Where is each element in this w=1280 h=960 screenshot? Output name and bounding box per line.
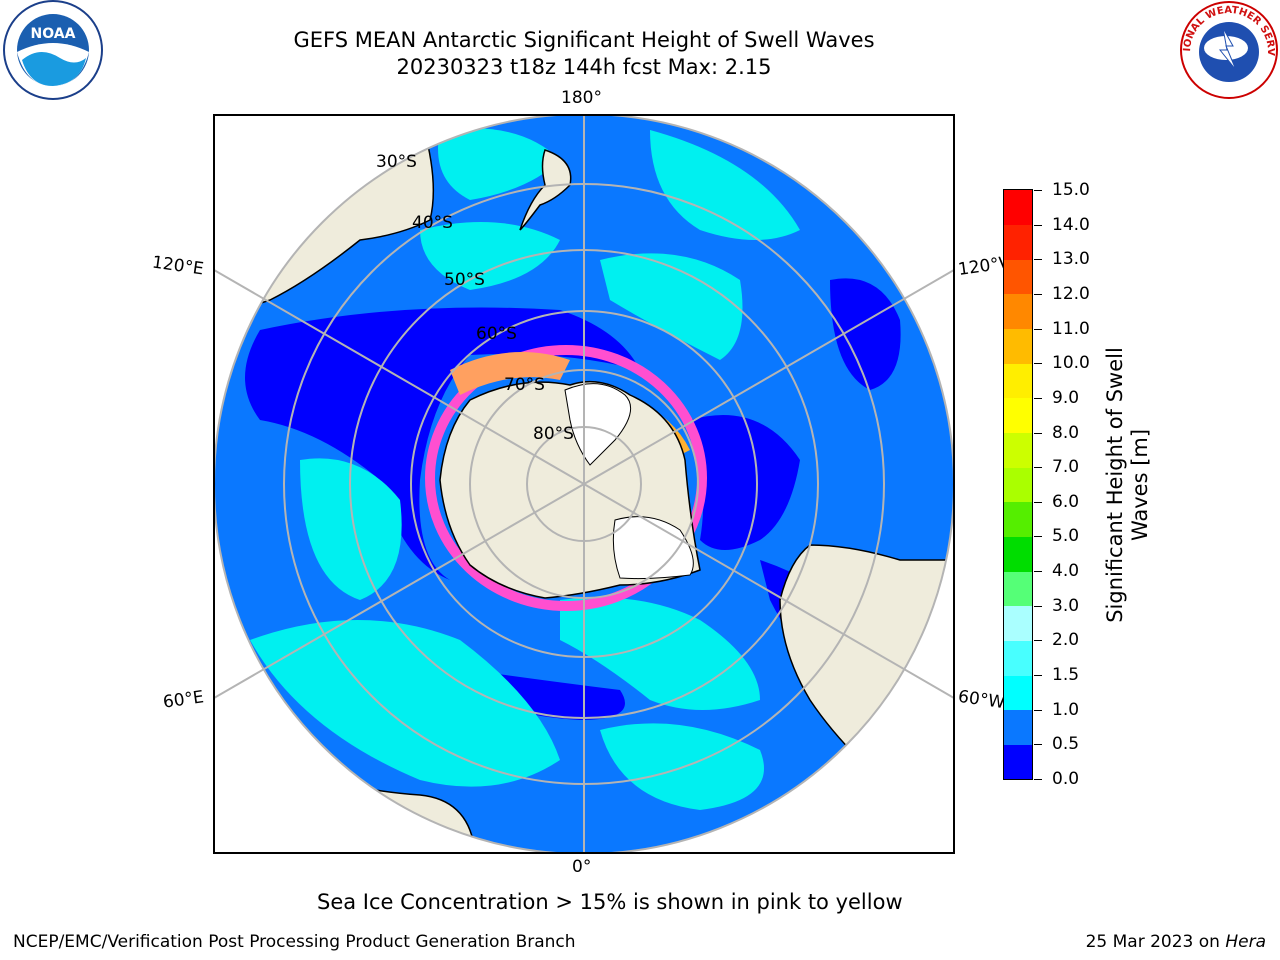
colorbar-segment — [1004, 640, 1032, 676]
colorbar-segment — [1004, 363, 1032, 399]
high-swell-region — [300, 458, 402, 600]
colorbar-tick-label: 5.0 — [1052, 526, 1080, 547]
colorbar-segment — [1004, 224, 1032, 260]
noaa-logo: NOAA — [3, 0, 103, 100]
map-frame — [213, 114, 955, 854]
colorbar-tick — [1034, 709, 1042, 711]
colorbar-tick — [1034, 571, 1042, 573]
colorbar-segment — [1004, 190, 1032, 226]
noaa-logo-text: NOAA — [31, 26, 76, 42]
ice-shelf — [564, 383, 632, 466]
colorbar-tick-label: 4.0 — [1052, 561, 1080, 582]
ice-shelf — [612, 516, 694, 580]
low-swell-region — [830, 278, 901, 390]
lat-label-50s: 50°S — [444, 270, 485, 290]
lon-label-0: 0° — [572, 857, 592, 877]
lon-label-180: 180° — [561, 88, 602, 108]
colorbar-segment — [1004, 571, 1032, 607]
high-swell-region — [438, 128, 560, 200]
nws-logo: NATIONAL WEATHER SERVICE — [1178, 0, 1278, 99]
chart-title: GEFS MEAN Antarctic Significant Height o… — [293, 28, 875, 52]
colorbar-tick — [1034, 259, 1042, 261]
sea-ice-note: Sea Ice Concentration > 15% is shown in … — [317, 890, 903, 914]
colorbar-tick — [1034, 675, 1042, 677]
colorbar-tick-label: 9.0 — [1052, 387, 1080, 408]
colorbar-title-line1: Significant Height of Swell — [1103, 347, 1127, 623]
high-swell-region — [420, 222, 560, 290]
colorbar-title-line2: Waves [m] — [1128, 428, 1152, 542]
colorbar-tick — [1034, 640, 1042, 642]
lat-label-40s: 40°S — [412, 213, 453, 233]
colorbar-segment — [1004, 259, 1032, 295]
colorbar-tick — [1034, 224, 1042, 226]
colorbar-tick-label: 11.0 — [1052, 318, 1090, 339]
colorbar-tick — [1034, 605, 1042, 607]
high-swell-region — [600, 253, 743, 360]
colorbar-tick-label: 8.0 — [1052, 422, 1080, 443]
sea-ice-ring — [425, 345, 707, 611]
footer-date-text: 25 Mar 2023 on — [1085, 932, 1220, 952]
sea-ice-edge — [450, 352, 570, 395]
colorbar-segment — [1004, 432, 1032, 468]
colorbar-segment — [1004, 605, 1032, 641]
colorbar-tick-label: 15.0 — [1052, 180, 1090, 200]
colorbar-tick — [1034, 467, 1042, 469]
high-swell-region — [650, 130, 800, 240]
colorbar-tick — [1034, 744, 1042, 746]
colorbar-segment — [1004, 293, 1032, 330]
colorbar-tick-label: 0.0 — [1052, 769, 1080, 789]
colorbar-tick — [1034, 779, 1042, 780]
chart-subtitle: 20230323 t18z 144h fcst Max: 2.15 — [396, 55, 772, 79]
colorbar-tick-label: 13.0 — [1052, 249, 1090, 270]
colorbar-tick-label: 12.0 — [1052, 283, 1090, 304]
colorbar-tick-label: 10.0 — [1052, 353, 1090, 374]
colorbar-tick-label: 14.0 — [1052, 214, 1090, 235]
footer-date: 25 Mar 2023 on Hera — [1086, 932, 1266, 952]
footer-credit: NCEP/EMC/Verification Post Processing Pr… — [13, 932, 576, 952]
colorbar-tick — [1034, 293, 1042, 295]
high-swell-region — [250, 620, 560, 787]
colorbar-segment — [1004, 744, 1032, 780]
low-swell-region — [245, 307, 640, 580]
colorbar-tick-label: 1.5 — [1052, 665, 1080, 686]
colorbar-tick-label: 7.0 — [1052, 457, 1080, 478]
colorbar-tick — [1034, 397, 1042, 399]
colorbar-tick — [1034, 363, 1042, 365]
new-zealand-land — [519, 149, 572, 231]
colorbar-tick-label: 0.5 — [1052, 734, 1080, 755]
colorbar-segment — [1004, 709, 1032, 745]
colorbar-segment — [1004, 467, 1032, 503]
colorbar-tick-label: 3.0 — [1052, 595, 1080, 616]
lat-label-30s: 30°S — [376, 152, 417, 172]
colorbar-title: Significant Height of Swell Waves [m] — [1103, 347, 1153, 623]
colorbar-segment — [1004, 397, 1032, 434]
colorbar-tick-label: 1.0 — [1052, 699, 1080, 720]
colorbar-tick-label: 2.0 — [1052, 630, 1080, 651]
colorbar-segment — [1004, 501, 1032, 537]
colorbar-tick — [1034, 432, 1042, 434]
colorbar-tick — [1034, 328, 1042, 330]
colorbar-segment — [1004, 675, 1032, 711]
colorbar-tick — [1034, 190, 1042, 191]
colorbar-segment — [1004, 328, 1032, 364]
colorbar-tick — [1034, 536, 1042, 538]
colorbar-segment — [1004, 536, 1032, 572]
graticule — [214, 115, 954, 853]
low-swell-region — [690, 415, 800, 550]
colorbar — [1003, 189, 1033, 780]
colorbar-tick — [1034, 501, 1042, 503]
lat-label-70s: 70°S — [504, 375, 545, 395]
lat-label-80s: 80°S — [533, 424, 574, 444]
lat-label-60s: 60°S — [476, 324, 517, 344]
footer-machine: Hera — [1225, 932, 1266, 952]
colorbar-tick-label: 6.0 — [1052, 491, 1080, 512]
